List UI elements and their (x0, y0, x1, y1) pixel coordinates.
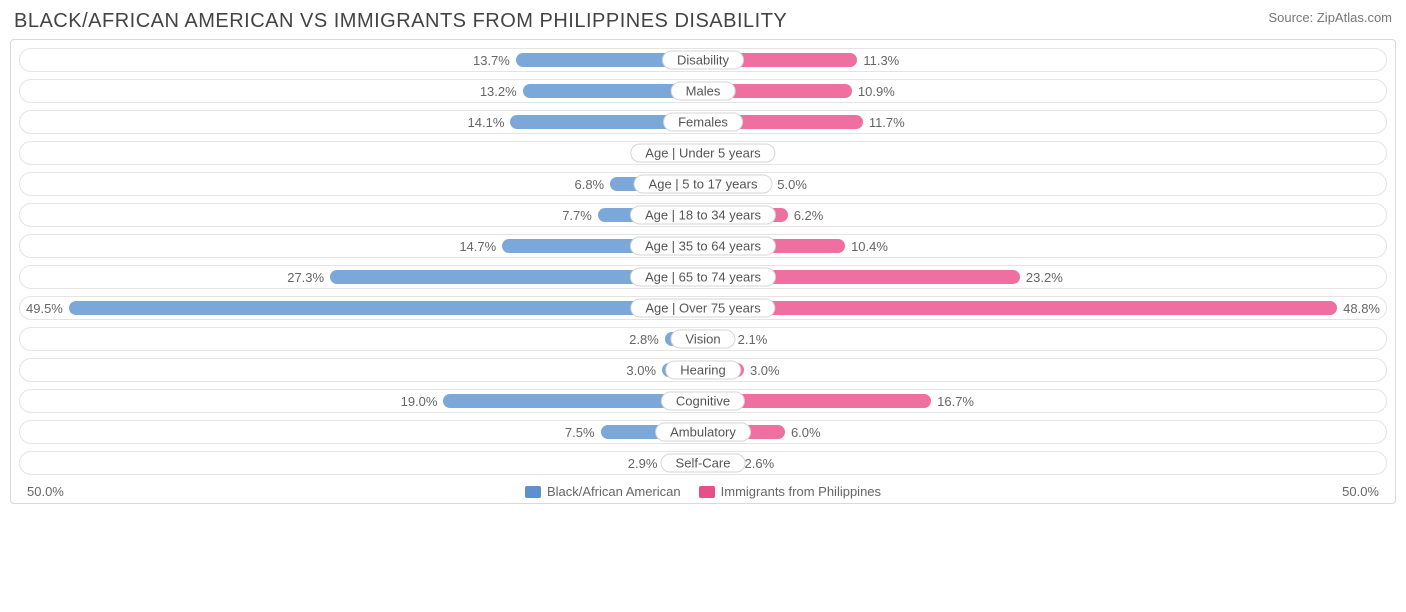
chart-frame: 13.7% 11.3% Disability 13.2% 10.9% Males 14.1%… (10, 39, 1396, 504)
axis-left-max: 50.0% (27, 484, 64, 499)
category-label: Age | Over 75 years (630, 299, 775, 318)
chart-row: 3.0% 3.0%Hearing (19, 358, 1387, 382)
category-label: Hearing (665, 361, 741, 380)
category-label: Self-Care (661, 454, 746, 473)
chart-row: 13.7% 11.3% Disability (19, 48, 1387, 72)
chart-title: BLACK/AFRICAN AMERICAN VS IMMIGRANTS FRO… (14, 10, 787, 33)
value-right: 16.7% (931, 394, 980, 409)
value-right: 11.7% (863, 115, 911, 130)
chart-row: 2.9%2.6%Self-Care (19, 451, 1387, 475)
category-label: Age | Under 5 years (630, 144, 775, 163)
chart-row: 7.7% 6.2% Age | 18 to 34 years (19, 203, 1387, 227)
value-right: 6.2% (788, 208, 830, 223)
source-attribution: Source: ZipAtlas.com (1268, 10, 1392, 25)
chart-row: 1.4%1.2%Age | Under 5 years (19, 141, 1387, 165)
category-label: Age | 35 to 64 years (630, 237, 776, 256)
chart-row: 7.5% 6.0% Ambulatory (19, 420, 1387, 444)
value-left: 7.5% (559, 425, 601, 440)
legend-label-right: Immigrants from Philippines (721, 484, 881, 499)
chart-row: 49.5% 48.8% Age | Over 75 years (19, 296, 1387, 320)
category-label: Age | 5 to 17 years (634, 175, 773, 194)
value-left: 7.7% (556, 208, 598, 223)
value-left: 6.8% (568, 177, 610, 192)
chart-row: 13.2% 10.9% Males (19, 79, 1387, 103)
bar-right (703, 301, 1337, 315)
value-right: 23.2% (1020, 270, 1069, 285)
category-label: Age | 18 to 34 years (630, 206, 776, 225)
chart-row: 6.8% 5.0%Age | 5 to 17 years (19, 172, 1387, 196)
value-right: 10.4% (845, 239, 894, 254)
value-right: 6.0% (785, 425, 827, 440)
chart-row: 14.1% 11.7% Females (19, 110, 1387, 134)
chart-row: 27.3% 23.2% Age | 65 to 74 years (19, 265, 1387, 289)
chart-row: 19.0% 16.7% Cognitive (19, 389, 1387, 413)
category-label: Disability (662, 51, 744, 70)
legend-label-left: Black/African American (547, 484, 681, 499)
category-label: Vision (670, 330, 735, 349)
value-right: 2.1% (732, 332, 774, 347)
category-label: Ambulatory (655, 423, 751, 442)
value-left: 14.7% (453, 239, 502, 254)
chart-row: 2.8% 2.1%Vision (19, 327, 1387, 351)
value-left: 19.0% (395, 394, 444, 409)
value-left: 13.7% (467, 53, 516, 68)
value-left: 14.1% (462, 115, 511, 130)
value-left: 2.9% (622, 456, 664, 471)
rows-container: 13.7% 11.3% Disability 13.2% 10.9% Males 14.1%… (19, 48, 1387, 475)
legend-item-left: Black/African American (525, 484, 681, 499)
legend: Black/African American Immigrants from P… (525, 484, 881, 499)
chart-row: 14.7% 10.4% Age | 35 to 64 years (19, 234, 1387, 258)
value-left: 27.3% (281, 270, 330, 285)
bar-left (69, 301, 703, 315)
legend-swatch-left (525, 486, 541, 498)
value-left: 3.0% (620, 363, 662, 378)
value-right: 10.9% (852, 84, 901, 99)
value-right: 11.3% (857, 53, 905, 68)
value-left: 49.5% (20, 301, 69, 316)
legend-swatch-right (699, 486, 715, 498)
legend-item-right: Immigrants from Philippines (699, 484, 881, 499)
category-label: Males (671, 82, 736, 101)
category-label: Age | 65 to 74 years (630, 268, 776, 287)
value-right: 3.0% (744, 363, 786, 378)
chart-footer: 50.0% Black/African American Immigrants … (19, 482, 1387, 499)
axis-right-max: 50.0% (1342, 484, 1379, 499)
value-right: 5.0% (771, 177, 813, 192)
value-left: 13.2% (474, 84, 523, 99)
category-label: Females (663, 113, 743, 132)
value-right: 48.8% (1337, 301, 1386, 316)
value-left: 2.8% (623, 332, 665, 347)
category-label: Cognitive (661, 392, 745, 411)
